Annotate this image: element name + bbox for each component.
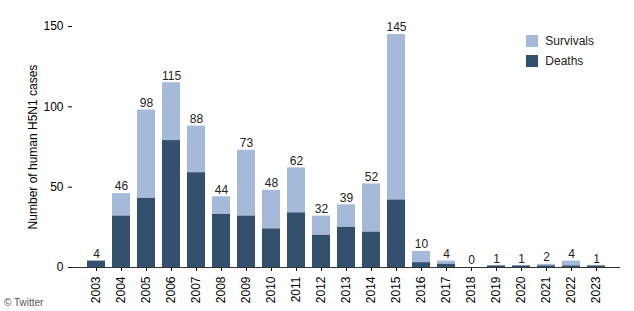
svg-text:62: 62 — [290, 154, 304, 168]
svg-text:2019: 2019 — [489, 276, 503, 303]
svg-text:2: 2 — [543, 250, 550, 264]
svg-text:2008: 2008 — [214, 276, 228, 303]
svg-text:46: 46 — [115, 179, 129, 193]
svg-text:0: 0 — [468, 253, 475, 267]
html-text:© Twitter: © Twitter — [4, 297, 44, 308]
svg-text:39: 39 — [340, 191, 354, 205]
svg-text:10: 10 — [415, 237, 429, 251]
svg-text:4: 4 — [443, 247, 450, 261]
svg-text:1: 1 — [493, 252, 500, 266]
svg-text:115: 115 — [162, 69, 181, 83]
html-text:Survivals: Survivals — [545, 34, 594, 48]
svg-text:4: 4 — [568, 247, 575, 261]
svg-text:2021: 2021 — [539, 276, 553, 303]
svg-text:50: 50 — [50, 180, 64, 194]
svg-text:1: 1 — [593, 252, 600, 266]
svg-text:32: 32 — [315, 202, 329, 216]
svg-text:150: 150 — [43, 19, 63, 33]
svg-text:44: 44 — [215, 183, 229, 197]
svg-text:73: 73 — [240, 136, 254, 150]
svg-text:48: 48 — [265, 176, 279, 190]
svg-text:2023: 2023 — [589, 276, 603, 303]
svg-text:2020: 2020 — [514, 276, 528, 303]
svg-text:100: 100 — [43, 100, 63, 114]
svg-text:145: 145 — [386, 20, 406, 34]
svg-text:2017: 2017 — [439, 276, 453, 303]
svg-text:98: 98 — [140, 96, 154, 110]
svg-text:1: 1 — [518, 252, 525, 266]
svg-text:2007: 2007 — [189, 276, 203, 303]
svg-text:2005: 2005 — [139, 276, 153, 303]
svg-text:2012: 2012 — [314, 276, 328, 303]
svg-text:2013: 2013 — [339, 276, 353, 303]
svg-text:2011: 2011 — [289, 276, 303, 302]
svg-text:2015: 2015 — [389, 276, 403, 303]
svg-text:2014: 2014 — [364, 276, 378, 303]
svg-text:2016: 2016 — [414, 276, 428, 303]
svg-text:2009: 2009 — [239, 276, 253, 303]
svg-text:0: 0 — [57, 260, 64, 274]
svg-text:2003: 2003 — [89, 276, 103, 303]
html-text:Deaths: Deaths — [545, 54, 584, 68]
svg-text:2018: 2018 — [464, 276, 478, 303]
svg-text:4: 4 — [93, 247, 100, 261]
svg-text:52: 52 — [365, 170, 379, 184]
svg-text:2010: 2010 — [264, 276, 278, 303]
svg-text:2022: 2022 — [564, 276, 578, 303]
svg-text:Number of human H5N1 cases: Number of human H5N1 cases — [26, 65, 40, 230]
svg-text:88: 88 — [190, 112, 204, 126]
svg-text:2004: 2004 — [114, 276, 128, 303]
svg-text:2006: 2006 — [164, 276, 178, 303]
